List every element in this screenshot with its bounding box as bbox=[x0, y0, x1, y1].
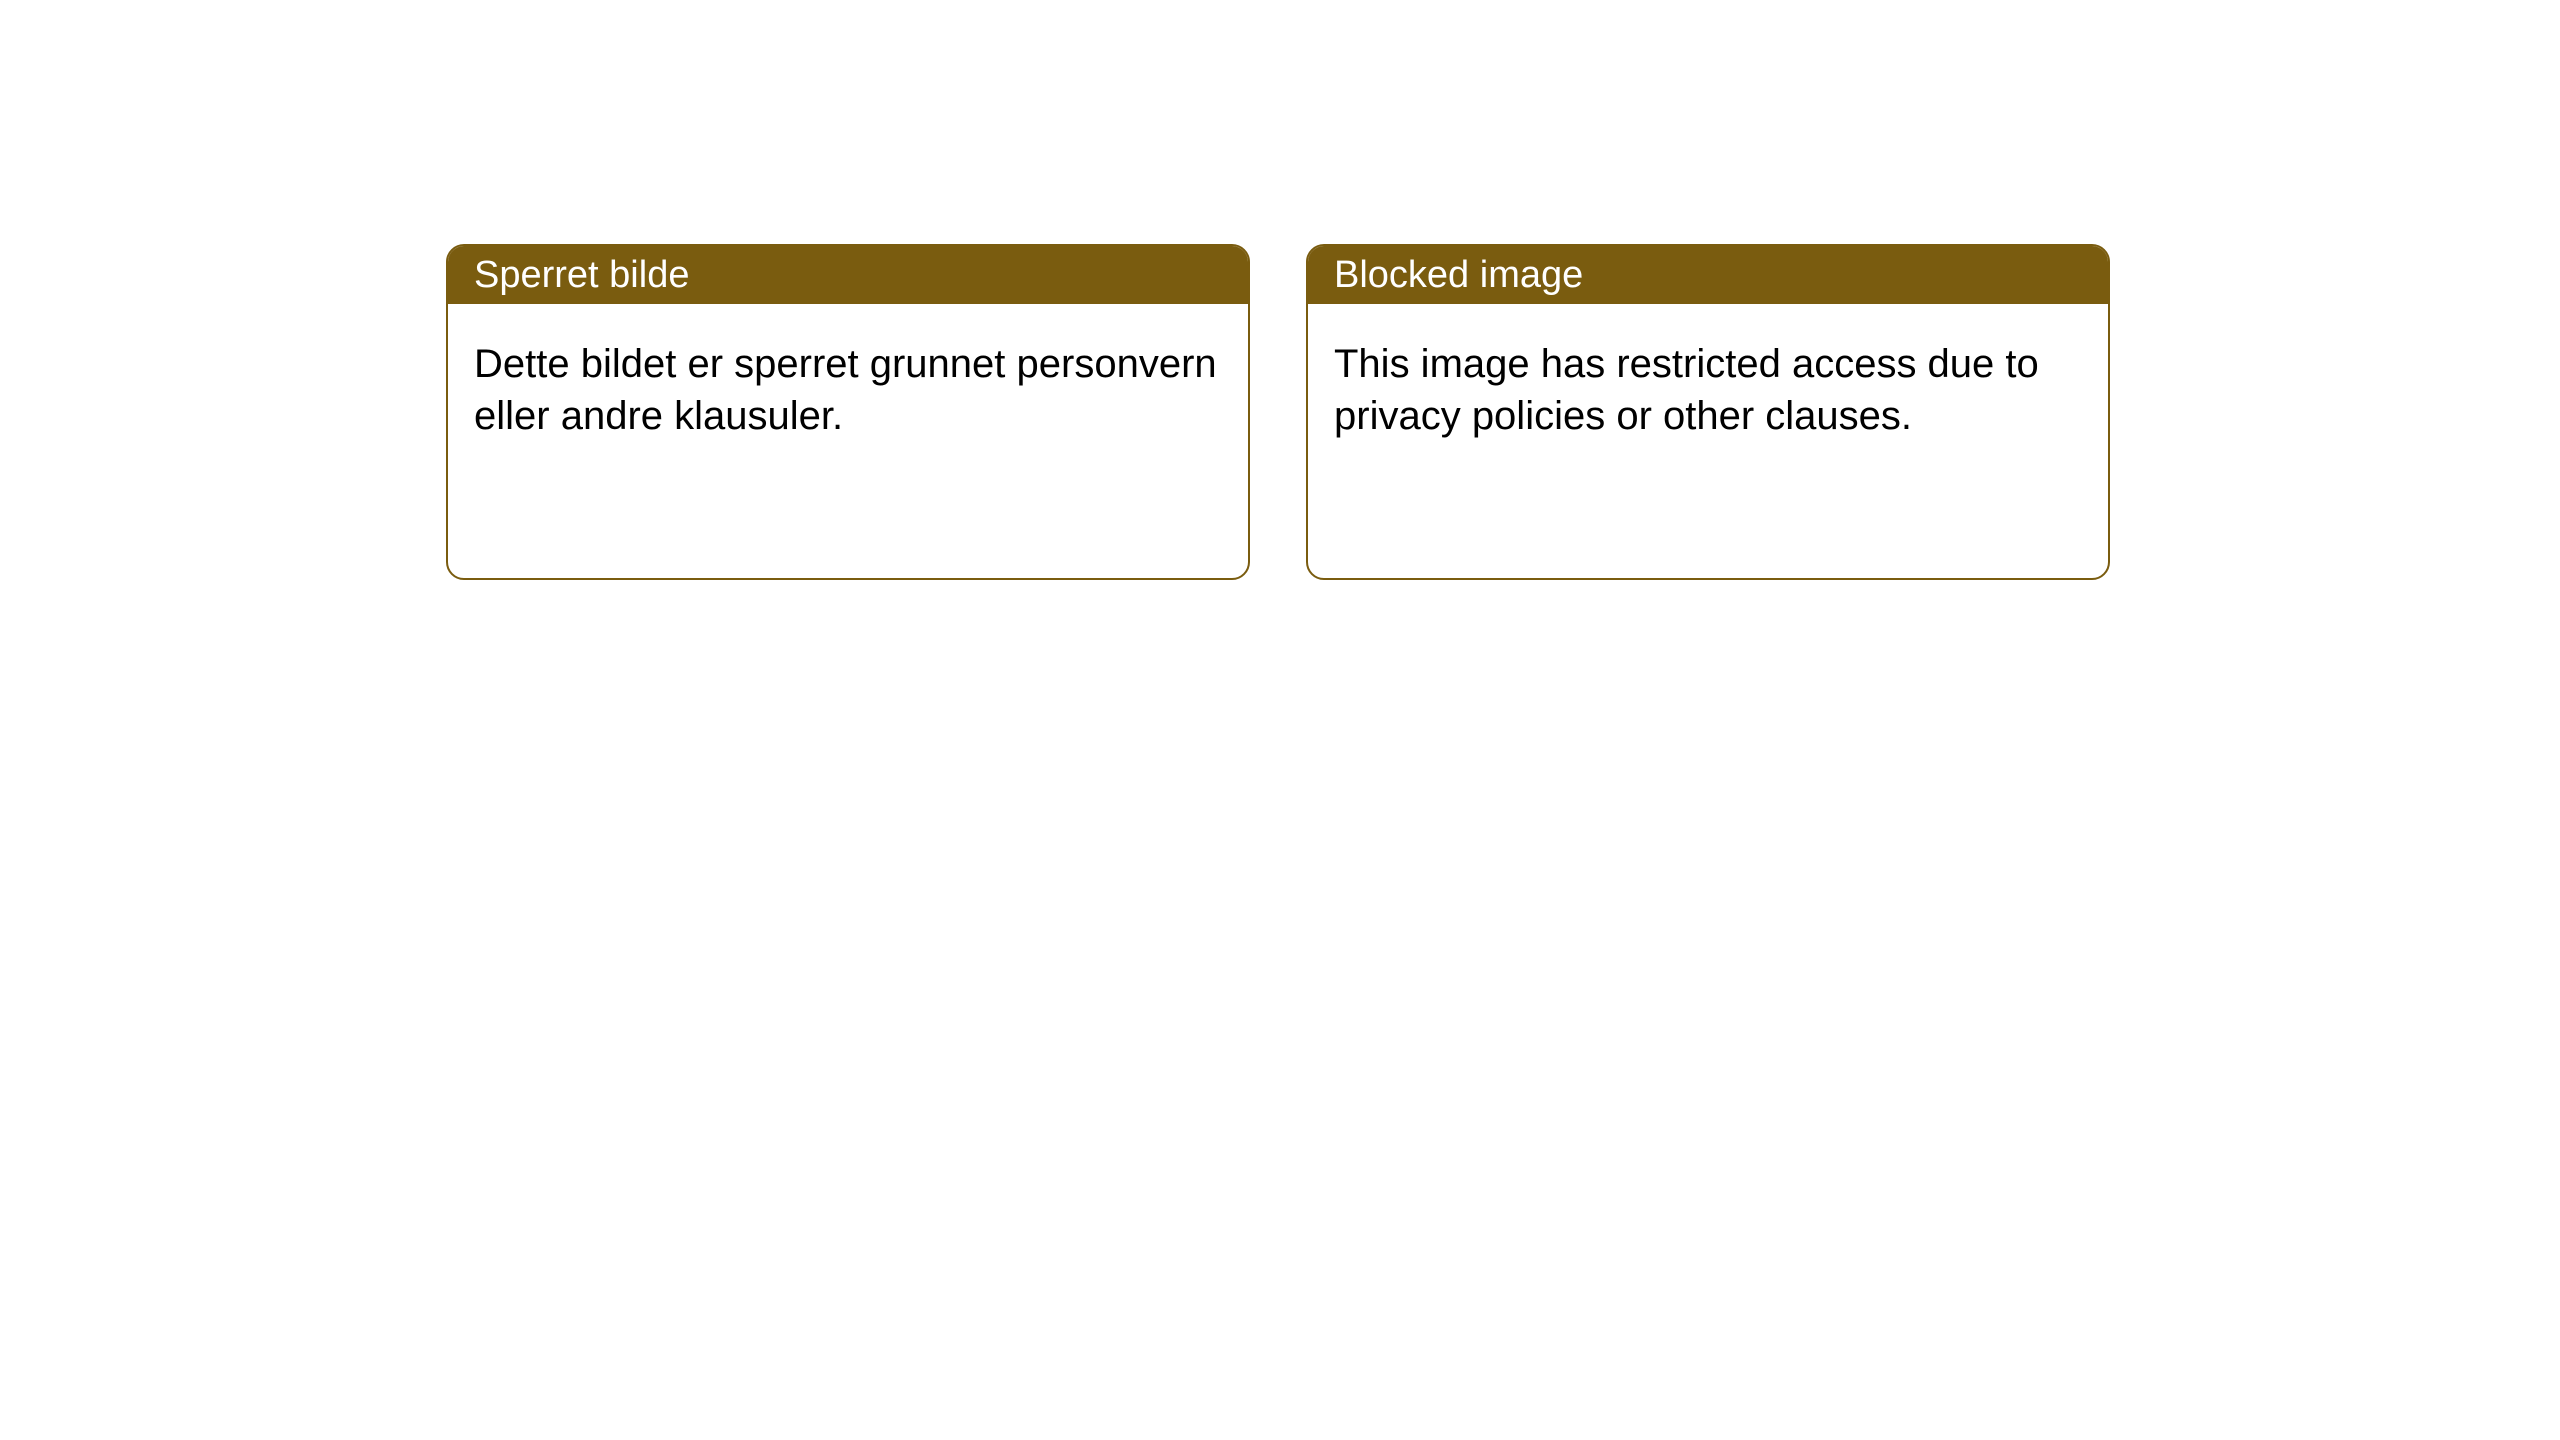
notice-title: Sperret bilde bbox=[474, 254, 689, 297]
notice-container: Sperret bilde Dette bildet er sperret gr… bbox=[0, 0, 2560, 580]
notice-box-english: Blocked image This image has restricted … bbox=[1306, 244, 2110, 580]
notice-header: Sperret bilde bbox=[448, 246, 1248, 304]
notice-body-text: Dette bildet er sperret grunnet personve… bbox=[474, 342, 1217, 438]
notice-body-text: This image has restricted access due to … bbox=[1334, 342, 2039, 438]
notice-box-norwegian: Sperret bilde Dette bildet er sperret gr… bbox=[446, 244, 1250, 580]
notice-header: Blocked image bbox=[1308, 246, 2108, 304]
notice-title: Blocked image bbox=[1334, 254, 1583, 297]
notice-body: This image has restricted access due to … bbox=[1308, 304, 2108, 476]
notice-body: Dette bildet er sperret grunnet personve… bbox=[448, 304, 1248, 476]
